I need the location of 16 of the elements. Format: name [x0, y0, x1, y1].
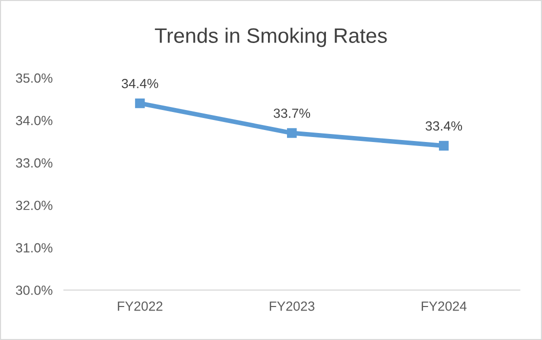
y-tick-label: 35.0%: [16, 73, 52, 83]
y-tick-label: 31.0%: [16, 243, 52, 252]
y-tick-label: 32.0%: [16, 200, 52, 210]
point: [438, 140, 449, 151]
x-tick-label: FY2023: [270, 301, 314, 311]
data-label: 33.4%: [426, 121, 462, 131]
point: [287, 128, 297, 138]
y-tick-label: 30.0%: [16, 286, 52, 295]
data-label: 33.7%: [274, 108, 310, 118]
y-tick-label: 33.0%: [16, 158, 52, 168]
x-tick-label: FY2024: [422, 301, 467, 311]
data-label: 34.4%: [122, 78, 158, 88]
x-tick-label: FY2022: [118, 301, 162, 311]
y-tick-label: 34.0%: [16, 116, 52, 126]
chart-title: Trends in Smoking Rates: [154, 28, 387, 48]
point: [135, 98, 145, 108]
